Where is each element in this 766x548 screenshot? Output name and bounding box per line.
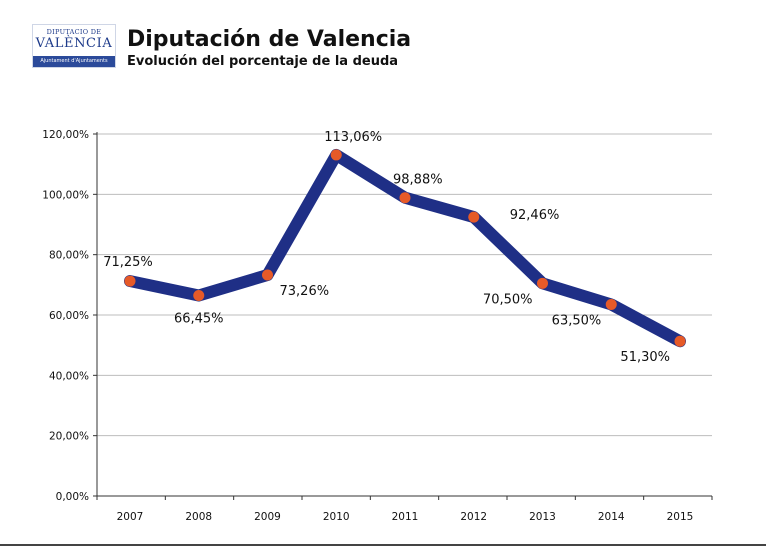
- chart-subtitle: Evolución del porcentaje de la deuda: [127, 54, 399, 69]
- y-tick-label: 40,00%: [49, 370, 89, 382]
- logo-line-1: DIPUTACIO DE: [46, 28, 102, 36]
- data-label: 92,46%: [510, 208, 560, 223]
- data-label: 70,50%: [483, 292, 533, 307]
- data-point: [262, 269, 273, 281]
- data-point: [674, 335, 686, 347]
- data-point: [124, 275, 136, 287]
- x-tick-label: 2009: [254, 511, 281, 523]
- y-tick-label: 120,00%: [42, 129, 89, 141]
- data-label: 71,25%: [103, 255, 153, 270]
- logo-line-3: Ajuntament d'Ajuntaments: [33, 56, 115, 67]
- x-tick-label: 2011: [392, 511, 419, 523]
- data-label: 63,50%: [552, 313, 602, 328]
- bottom-divider: [0, 544, 766, 546]
- logo-line-2: VALÈNCIA: [35, 36, 113, 51]
- data-label: 113,06%: [324, 130, 382, 145]
- data-point: [605, 298, 617, 310]
- data-label: 51,30%: [620, 350, 670, 365]
- y-tick-label: 100,00%: [42, 189, 89, 201]
- x-tick-label: 2007: [117, 511, 144, 523]
- x-tick-label: 2008: [185, 511, 212, 523]
- data-point: [330, 149, 342, 161]
- data-label: 98,88%: [393, 173, 443, 188]
- y-tick-label: 60,00%: [49, 310, 89, 322]
- data-label: 66,45%: [174, 312, 224, 327]
- data-point: [399, 192, 411, 204]
- data-label: 73,26%: [280, 284, 330, 299]
- x-tick-label: 2010: [323, 511, 350, 523]
- data-point: [537, 277, 548, 289]
- x-tick-label: 2012: [460, 511, 487, 523]
- y-tick-label: 0,00%: [56, 491, 89, 503]
- x-tick-label: 2014: [598, 511, 625, 523]
- data-point: [193, 290, 205, 302]
- data-point: [468, 211, 480, 223]
- diputacion-logo: DIPUTACIO DE VALÈNCIA Ajuntament d'Ajunt…: [32, 24, 116, 68]
- y-tick-label: 80,00%: [49, 250, 89, 262]
- x-tick-label: 2013: [529, 511, 556, 523]
- x-tick-label: 2015: [667, 511, 694, 523]
- page-title: Diputación de Valencia: [127, 27, 412, 52]
- y-tick-label: 20,00%: [49, 431, 89, 443]
